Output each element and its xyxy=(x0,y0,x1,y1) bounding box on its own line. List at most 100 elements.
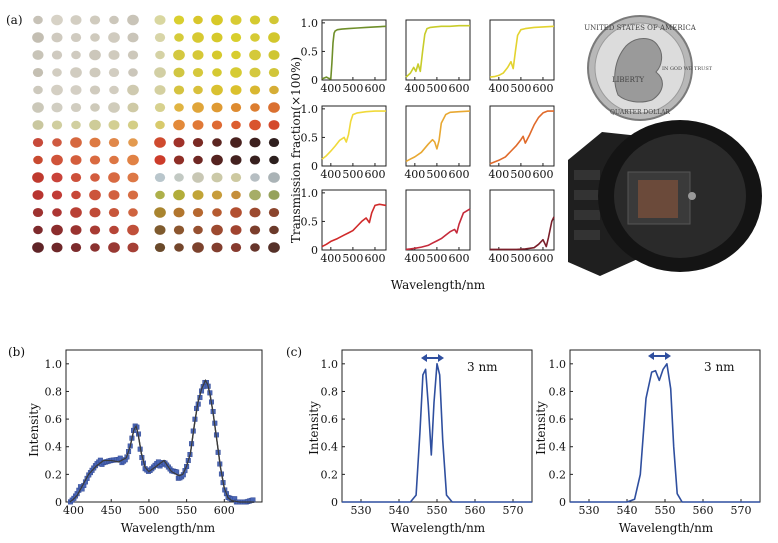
filter-dot xyxy=(192,190,204,200)
filter-dot xyxy=(127,84,139,96)
filter-dot xyxy=(230,207,242,218)
x-tick-label: 540 xyxy=(617,504,638,517)
filter-dot xyxy=(89,137,101,148)
filter-dot xyxy=(71,50,81,60)
resolution-chart-left: 530 540 550 560 570 0 0.2 0.4 0.6 0.8 1.0 xyxy=(321,349,533,517)
filter-dot xyxy=(250,243,260,252)
x-tick-label: 570 xyxy=(503,504,524,517)
filter-dot xyxy=(173,15,185,25)
filter-chip xyxy=(638,180,678,218)
panel-c2-annotation: 3 nm xyxy=(704,360,735,374)
y-tick-label: 0.4 xyxy=(45,441,63,454)
filter-dot xyxy=(231,50,241,60)
plot-frame xyxy=(405,19,471,81)
filter-dot xyxy=(268,120,280,130)
plot-frame xyxy=(405,189,471,251)
filter-dot xyxy=(268,102,280,113)
x-tick-label: 400 xyxy=(320,252,341,265)
filter-dot xyxy=(193,155,203,165)
filter-dot xyxy=(32,242,44,253)
filter-dot xyxy=(211,190,223,200)
transmission-subplot: 400 500 600 xyxy=(404,105,471,181)
y-tick-label: 1.0 xyxy=(549,358,567,371)
x-tick-label: 600 xyxy=(532,168,553,181)
x-tick-label: 600 xyxy=(364,252,385,265)
x-tick-label: 400 xyxy=(404,252,425,265)
x-tick-label: 560 xyxy=(465,504,486,517)
camera-fin xyxy=(574,190,600,200)
filter-dot xyxy=(249,155,261,165)
filter-dot xyxy=(230,242,242,253)
filter-dot xyxy=(211,102,223,113)
filter-dot xyxy=(70,172,82,183)
filter-dot xyxy=(108,120,120,130)
filter-dot xyxy=(51,154,63,166)
y-tick-label: 0 xyxy=(311,244,318,257)
filter-dot xyxy=(51,242,63,253)
filter-dot xyxy=(193,225,203,235)
filter-dot xyxy=(211,32,223,43)
transmission-subplot: 400 500 600 xyxy=(404,189,471,265)
filter-dot xyxy=(230,137,242,148)
y-tick-label: 0.2 xyxy=(549,468,567,481)
filter-dot xyxy=(268,137,280,148)
filter-dot xyxy=(249,137,261,148)
x-tick-label: 600 xyxy=(364,82,385,95)
filter-dot xyxy=(70,155,82,165)
filter-dot xyxy=(154,137,166,148)
filter-dot xyxy=(192,102,204,113)
filter-dot xyxy=(127,242,139,253)
x-tick-label: 500 xyxy=(426,252,447,265)
filter-dot xyxy=(155,190,165,200)
filter-dot xyxy=(174,33,184,42)
x-tick-label: 550 xyxy=(176,504,197,517)
x-tick-label: 400 xyxy=(404,168,425,181)
filter-dot xyxy=(249,207,261,218)
filter-dot xyxy=(70,207,82,218)
series-line xyxy=(321,203,387,248)
transmission-subplot: 400 500 600 0 0.5 1.0 xyxy=(301,187,387,265)
filter-dot xyxy=(89,207,101,218)
quarter-coin-image: UNITED STATES OF AMERICA LIBERTY IN GOD … xyxy=(584,15,713,121)
x-tick-label: 600 xyxy=(448,168,469,181)
reconstructed-spectrum-chart: 400 450 500 550 600 0 0.2 0.4 0.6 0.8 1.0 xyxy=(45,349,263,517)
filter-dot xyxy=(173,49,185,61)
x-tick-label: 400 xyxy=(488,82,509,95)
filter-dot xyxy=(71,120,81,130)
filter-dot xyxy=(109,225,119,235)
filter-dot xyxy=(33,15,43,25)
y-tick-label: 0 xyxy=(331,496,338,509)
x-tick-label: 400 xyxy=(320,168,341,181)
filter-dot xyxy=(230,102,242,113)
panel-b-ylabel: Intensity xyxy=(27,403,41,457)
filter-dot xyxy=(193,85,203,95)
series-line xyxy=(405,110,471,163)
filter-dot xyxy=(192,67,204,78)
filter-dot xyxy=(211,224,223,236)
x-tick-label: 400 xyxy=(488,252,509,265)
panel-label-b: (b) xyxy=(8,345,25,359)
plot-frame xyxy=(321,105,387,167)
filter-dot xyxy=(70,242,82,253)
filter-dot xyxy=(109,15,119,25)
filter-dot xyxy=(174,103,184,112)
filter-dot xyxy=(249,189,261,201)
coin-motto: IN GOD WE TRUST xyxy=(662,66,713,72)
filter-dot xyxy=(32,120,44,130)
filter-dot xyxy=(70,137,82,148)
series-line xyxy=(405,208,471,251)
filter-dot xyxy=(230,67,242,78)
y-tick-label: 0.4 xyxy=(549,441,567,454)
transmission-subplot: 400 500 600 xyxy=(488,19,555,95)
filter-dot xyxy=(173,67,185,78)
filter-dot xyxy=(155,120,165,130)
filter-dot xyxy=(127,14,139,26)
transmission-subplot: 400 500 600 xyxy=(488,189,555,265)
filter-dot xyxy=(268,67,280,78)
filter-array-image xyxy=(32,14,280,253)
camera-fin xyxy=(574,210,600,220)
filter-dot xyxy=(51,102,63,113)
x-tick-label: 500 xyxy=(342,252,363,265)
